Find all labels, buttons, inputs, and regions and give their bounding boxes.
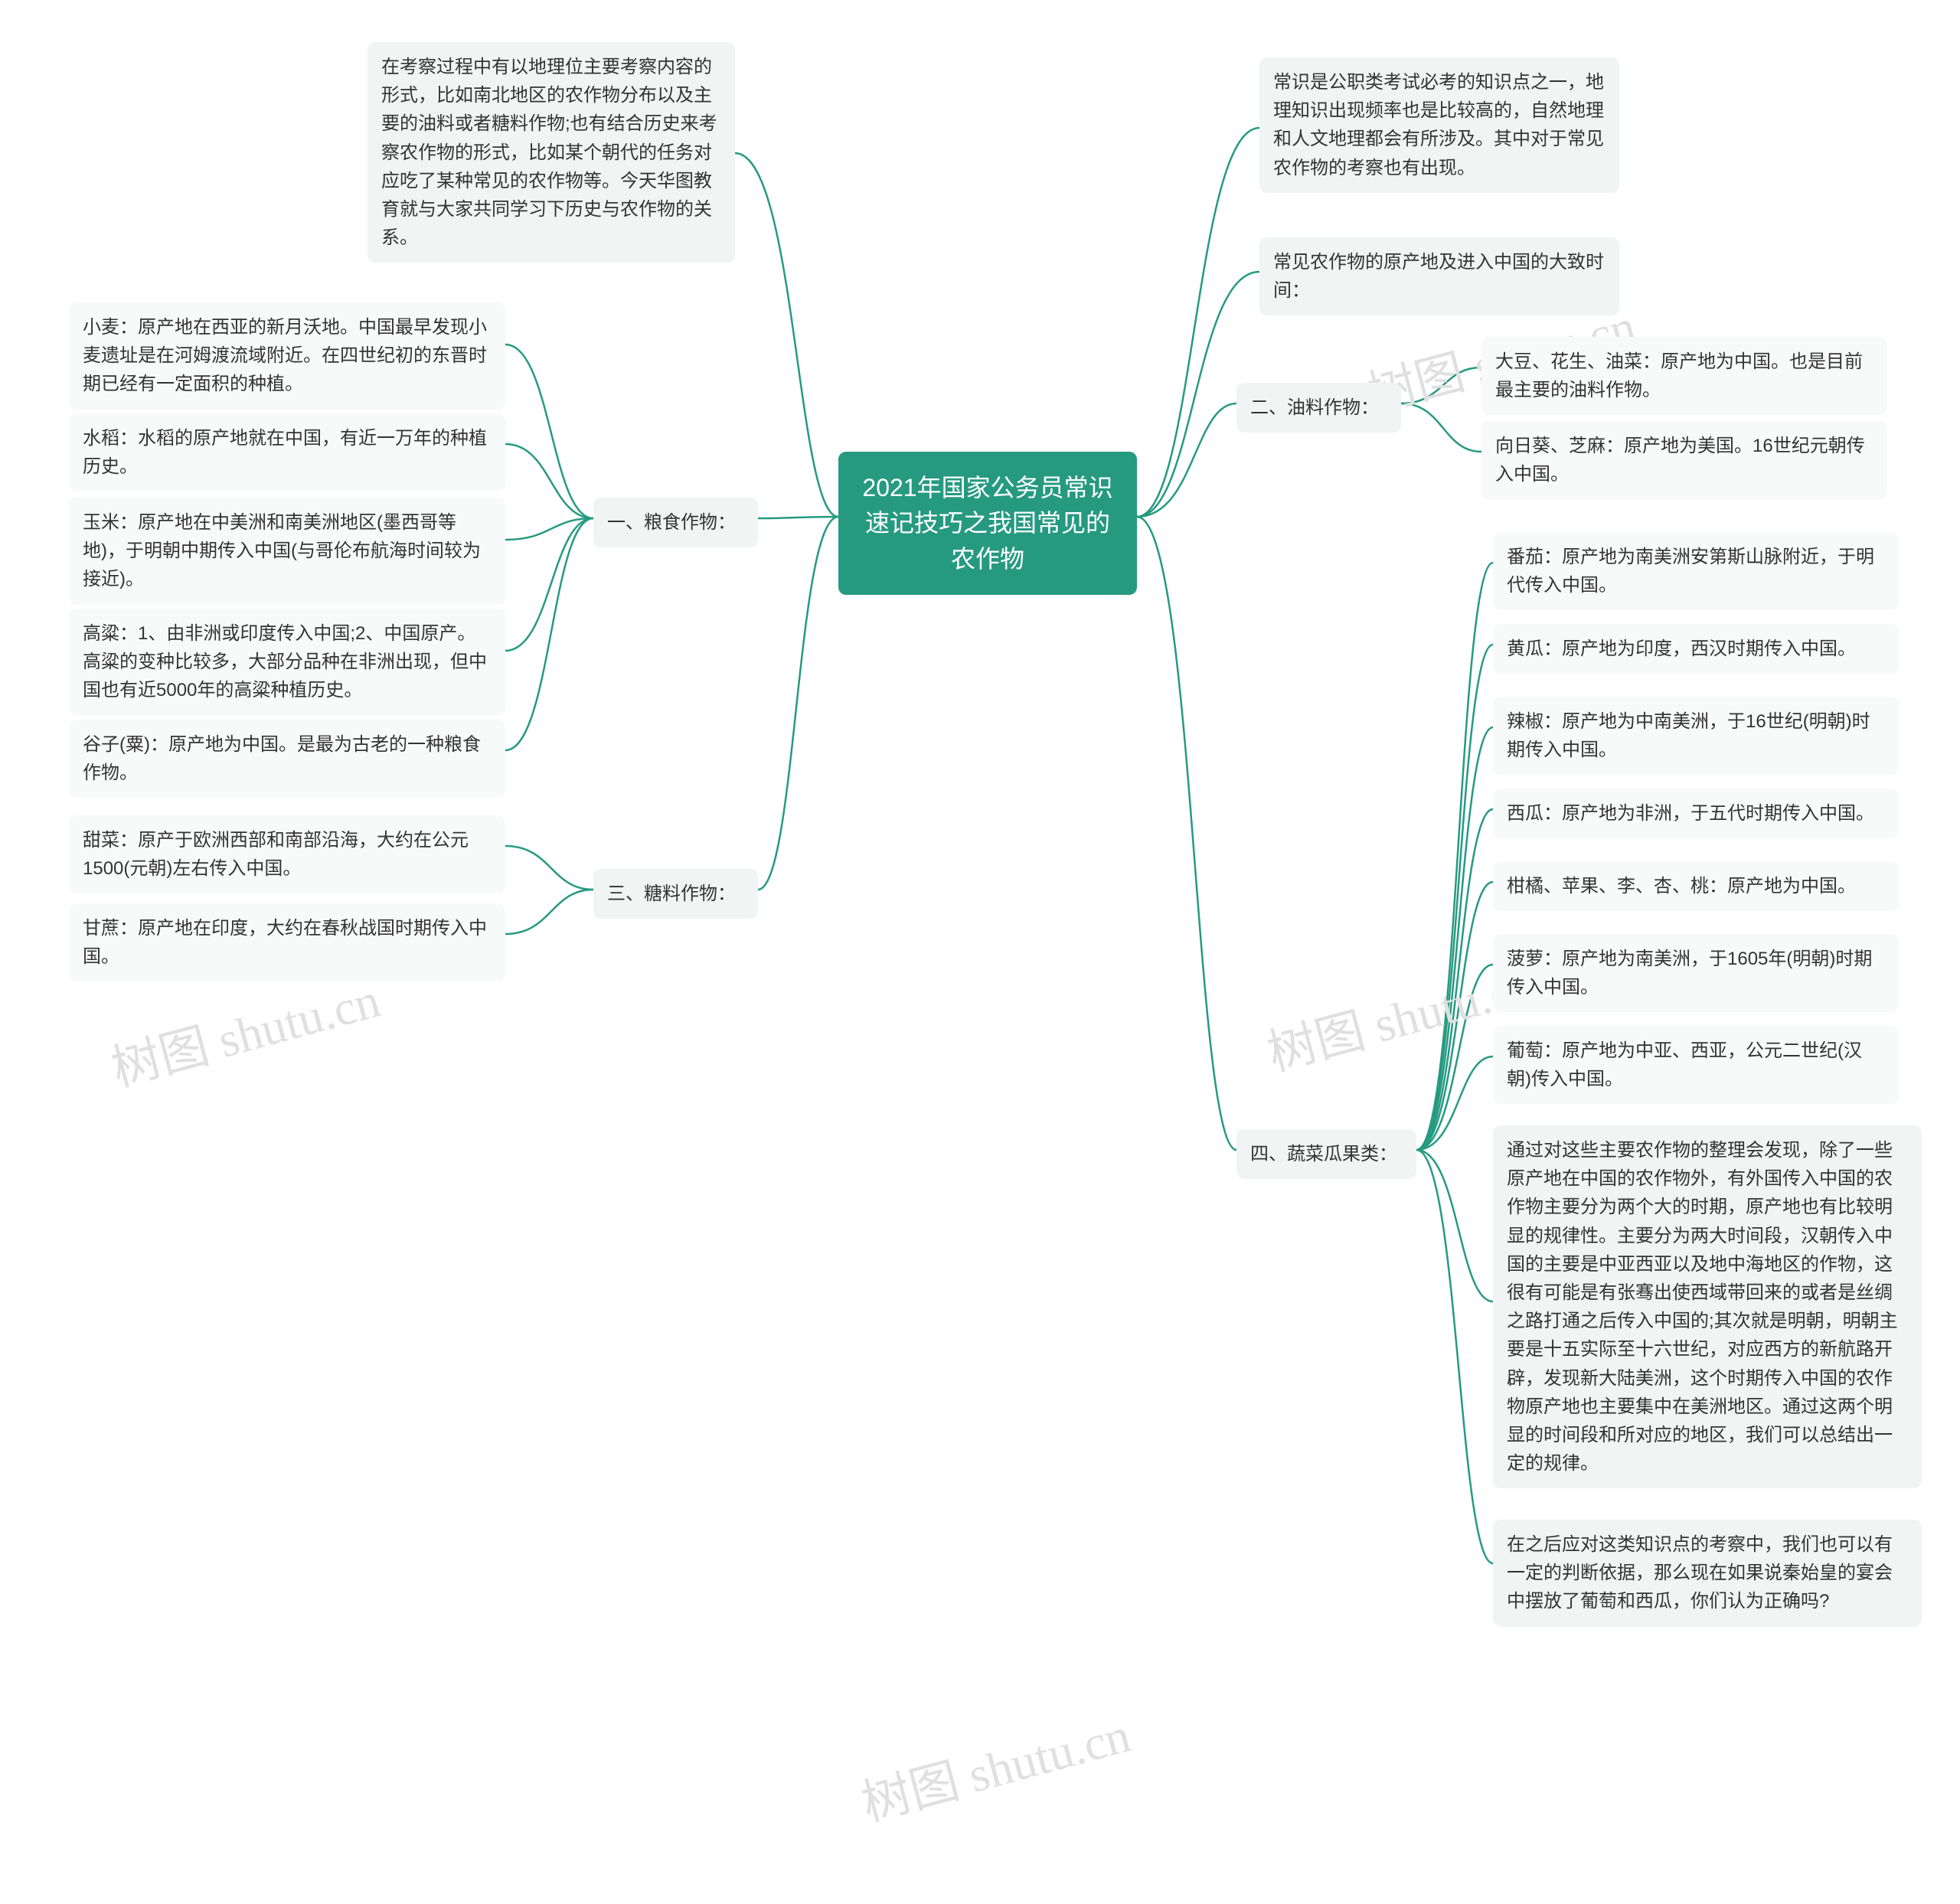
leaf-wheat: 小麦：原产地在西亚的新月沃地。中国最早发现小麦遗址是在河姆渡流域附近。在四世纪初… [69,302,505,410]
leaf-sunflower: 向日葵、芝麻：原产地为美国。16世纪元朝传入中国。 [1481,421,1887,499]
leaf-beet: 甜菜：原产于欧洲西部和南部沿海，大约在公元1500(元朝)左右传入中国。 [69,815,505,893]
watermark: 树图 shutu.cn [853,1696,1137,1835]
leaf-pepper: 辣椒：原产地为中南美洲，于16世纪(明朝)时期传入中国。 [1493,697,1899,775]
watermark: 树图 shutu.cn [103,961,387,1100]
branch-vegetable[interactable]: 四、蔬菜瓜果类： [1236,1129,1416,1179]
leaf-question: 在之后应对这类知识点的考察中，我们也可以有一定的判断依据，那么现在如果说秦始皇的… [1493,1520,1922,1627]
leaf-grape: 葡萄：原产地为中亚、西亚，公元二世纪(汉朝)传入中国。 [1493,1026,1899,1104]
leaf-corn: 玉米：原产地在中美洲和南美洲地区(墨西哥等地)，于明朝中期传入中国(与哥伦布航海… [69,498,505,605]
leaf-cucumber: 黄瓜：原产地为印度，西汉时期传入中国。 [1493,624,1899,674]
intro-right-1: 常识是公职类考试必考的知识点之一，地理知识出现频率也是比较高的，自然地理和人文地… [1259,57,1619,193]
center-topic[interactable]: 2021年国家公务员常识速记技巧之我国常见的农作物 [838,452,1137,595]
mindmap-canvas: 树图 shutu.cn 树图 shutu.cn 树图 shutu.cn 树图 s… [0,0,1960,1904]
leaf-rice: 水稻：水稻的原产地就在中国，有近一万年的种植历史。 [69,413,505,492]
leaf-sugarcane: 甘蔗：原产地在印度，大约在春秋战国时期传入中国。 [69,903,505,981]
leaf-soybean: 大豆、花生、油菜：原产地为中国。也是目前最主要的油料作物。 [1481,337,1887,415]
branch-oil[interactable]: 二、油料作物： [1236,383,1401,433]
branch-grain[interactable]: 一、粮食作物： [593,498,758,547]
leaf-millet: 谷子(粟)：原产地为中国。是最为古老的一种粮食作物。 [69,720,505,798]
leaf-citrus: 柑橘、苹果、李、杏、桃：原产地为中国。 [1493,861,1899,911]
leaf-tomato: 番茄：原产地为南美洲安第斯山脉附近，于明代传入中国。 [1493,532,1899,610]
leaf-pineapple: 菠萝：原产地为南美洲，于1605年(明朝)时期传入中国。 [1493,934,1899,1012]
intro-right-2: 常见农作物的原产地及进入中国的大致时间： [1259,237,1619,315]
branch-sugar[interactable]: 三、糖料作物： [593,869,758,919]
leaf-summary: 通过对这些主要农作物的整理会发现，除了一些原产地在中国的农作物外，有外国传入中国… [1493,1125,1922,1488]
leaf-sorghum: 高粱：1、由非洲或印度传入中国;2、中国原产。高粱的变种比较多，大部分品种在非洲… [69,609,505,716]
intro-left: 在考察过程中有以地理位主要考察内容的形式，比如南北地区的农作物分布以及主要的油料… [368,42,735,263]
leaf-watermelon: 西瓜：原产地为非洲，于五代时期传入中国。 [1493,789,1899,838]
